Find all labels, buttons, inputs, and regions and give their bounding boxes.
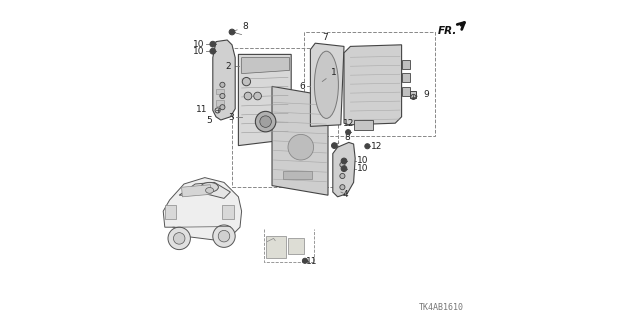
Circle shape: [340, 173, 345, 179]
Polygon shape: [310, 43, 344, 126]
Circle shape: [210, 48, 216, 54]
Circle shape: [173, 233, 185, 244]
Circle shape: [168, 227, 191, 250]
Circle shape: [255, 111, 276, 132]
Circle shape: [340, 162, 345, 167]
Circle shape: [346, 130, 351, 135]
Circle shape: [220, 82, 225, 87]
Polygon shape: [212, 40, 236, 120]
Text: 9: 9: [416, 90, 429, 99]
Bar: [216, 89, 224, 94]
Polygon shape: [344, 45, 402, 125]
Circle shape: [243, 77, 251, 86]
Circle shape: [220, 93, 225, 99]
Circle shape: [218, 230, 230, 242]
Circle shape: [288, 134, 314, 160]
Polygon shape: [242, 58, 290, 74]
Text: 10: 10: [357, 156, 368, 165]
Text: 8: 8: [234, 22, 248, 31]
Polygon shape: [333, 142, 355, 197]
Bar: [266, 236, 287, 258]
Circle shape: [341, 166, 347, 172]
Text: 2: 2: [225, 62, 231, 71]
Polygon shape: [272, 86, 328, 195]
Circle shape: [340, 185, 345, 190]
Polygon shape: [163, 178, 242, 240]
Circle shape: [244, 92, 252, 100]
Polygon shape: [179, 182, 230, 198]
Text: 12: 12: [344, 119, 355, 132]
Circle shape: [341, 158, 347, 164]
Bar: [216, 100, 224, 106]
Bar: [402, 60, 410, 69]
Circle shape: [260, 116, 271, 127]
Circle shape: [365, 144, 370, 149]
Circle shape: [229, 29, 235, 35]
Circle shape: [210, 41, 216, 47]
Text: 10: 10: [357, 164, 368, 173]
Circle shape: [220, 105, 225, 110]
Circle shape: [254, 92, 262, 100]
Text: 3: 3: [228, 113, 234, 122]
Bar: [182, 185, 211, 197]
Ellipse shape: [201, 182, 218, 192]
Bar: [410, 91, 416, 98]
Bar: [232, 48, 338, 187]
Circle shape: [303, 258, 308, 263]
Bar: [304, 32, 435, 136]
Text: 1: 1: [322, 68, 337, 82]
Ellipse shape: [314, 51, 339, 118]
Bar: [402, 73, 410, 82]
Text: 10: 10: [193, 47, 204, 56]
Text: 11: 11: [196, 105, 207, 114]
Text: 10: 10: [193, 40, 204, 49]
Bar: [402, 87, 410, 96]
Text: 8: 8: [337, 133, 349, 144]
Ellipse shape: [205, 188, 214, 193]
Bar: [223, 205, 234, 219]
Text: 7: 7: [322, 33, 328, 42]
Text: 12: 12: [367, 142, 383, 151]
Text: 4: 4: [340, 190, 349, 199]
Text: 11: 11: [306, 257, 317, 266]
Circle shape: [212, 225, 236, 247]
Bar: [354, 120, 373, 130]
Bar: [283, 171, 312, 179]
Text: FR.: FR.: [438, 26, 458, 36]
Polygon shape: [239, 54, 291, 146]
Circle shape: [332, 143, 337, 148]
Text: TK4AB1610: TK4AB1610: [419, 303, 464, 312]
Bar: [165, 205, 176, 219]
Text: 6: 6: [299, 82, 305, 91]
Text: 5: 5: [207, 116, 212, 125]
Bar: [288, 238, 304, 254]
